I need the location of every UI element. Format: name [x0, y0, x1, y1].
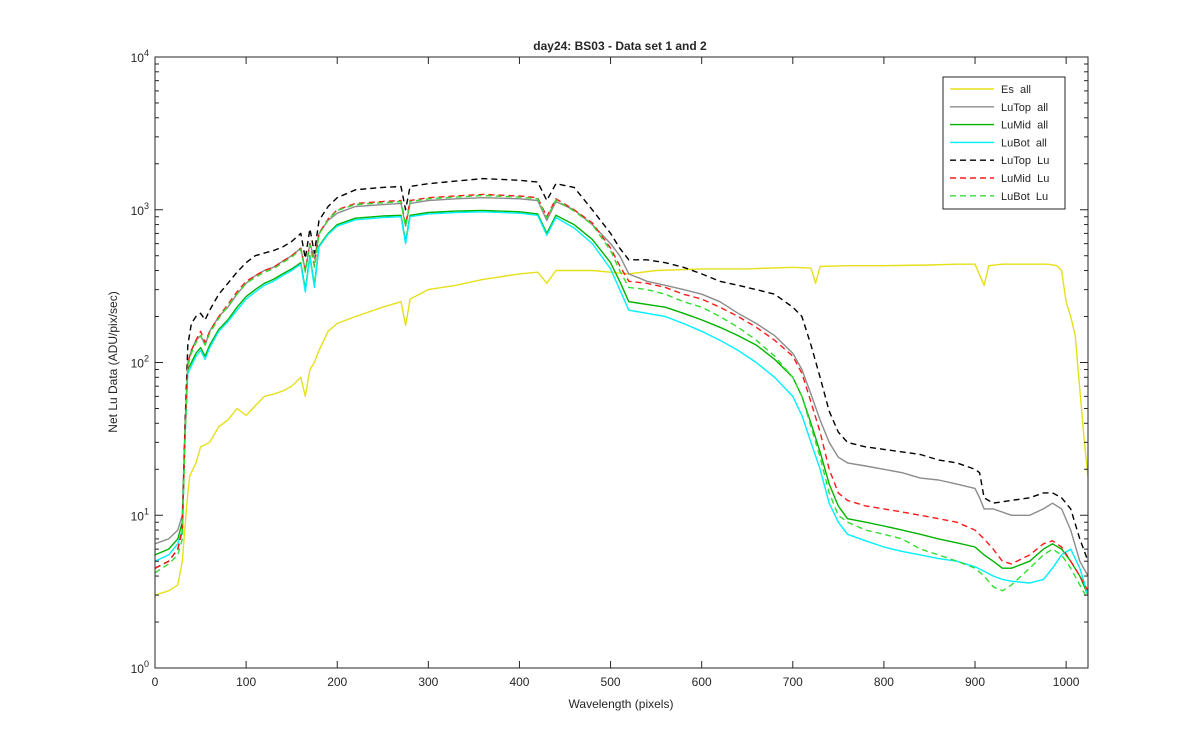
y-tick-label: 101 — [131, 506, 149, 523]
y-tick-label: 100 — [131, 659, 149, 676]
series-line-4 — [155, 211, 1088, 596]
y-tick-exponent: 4 — [144, 48, 149, 58]
y-tick-base: 10 — [131, 357, 145, 371]
y-tick-base: 10 — [131, 509, 145, 523]
y-tick-base: 10 — [131, 662, 145, 676]
x-tick-label: 1000 — [1053, 675, 1080, 689]
series-line-2 — [155, 196, 1088, 577]
plot-area: 0 100 200 300 400 500 600 700 800 900 1000 1001011… — [131, 48, 1089, 689]
legend-entry: LuTop Lu — [1001, 155, 1049, 167]
legend-entry: LuBot all — [1001, 137, 1047, 149]
y-tick-base: 10 — [131, 204, 145, 218]
series-line-7 — [155, 194, 1088, 601]
x-tick-label: 400 — [509, 675, 529, 689]
series-line-5 — [155, 177, 1088, 569]
x-tick-label: 800 — [874, 675, 894, 689]
x-tick-label: 500 — [601, 675, 621, 689]
legend-items: Es all LuTop all LuMid all LuBot all LuTop L… — [950, 84, 1049, 203]
x-axis-ticks: 0 100 200 300 400 500 600 700 800 900 1000 — [152, 57, 1080, 689]
y-axis-label: Net Lu Data (ADU/pix/sec) — [106, 291, 120, 432]
legend-entry: Es all — [1001, 84, 1031, 96]
x-tick-label: 700 — [783, 675, 803, 689]
legend-entry: LuTop all — [1001, 102, 1048, 114]
y-tick-label: 102 — [131, 354, 149, 371]
series-line-6 — [155, 193, 1088, 592]
y-tick-exponent: 2 — [144, 354, 149, 364]
x-axis-label: Wavelength (pixels) — [569, 697, 674, 711]
y-tick-exponent: 0 — [144, 659, 149, 669]
y-tick-base: 10 — [131, 51, 145, 65]
legend-entry: LuMid all — [1001, 120, 1048, 132]
legend: Es all LuTop all LuMid all LuBot all LuTop L… — [942, 76, 1066, 210]
series-line-3 — [155, 209, 1088, 596]
x-tick-label: 100 — [236, 675, 256, 689]
y-tick-exponent: 1 — [144, 506, 149, 516]
chart-title: day24: BS03 - Data set 1 and 2 — [533, 39, 707, 53]
x-tick-label: 900 — [965, 675, 985, 689]
y-tick-label: 104 — [131, 48, 149, 65]
x-tick-label: 600 — [692, 675, 712, 689]
y-tick-label: 103 — [131, 201, 149, 218]
x-tick-label: 0 — [152, 675, 159, 689]
series-line-1 — [155, 263, 1088, 596]
legend-entry: LuMid Lu — [1001, 173, 1049, 185]
legend-entry: LuBot Lu — [1001, 191, 1048, 203]
x-tick-label: 200 — [327, 675, 347, 689]
x-tick-label: 300 — [418, 675, 438, 689]
series-group — [155, 177, 1088, 601]
y-tick-exponent: 3 — [144, 201, 149, 211]
